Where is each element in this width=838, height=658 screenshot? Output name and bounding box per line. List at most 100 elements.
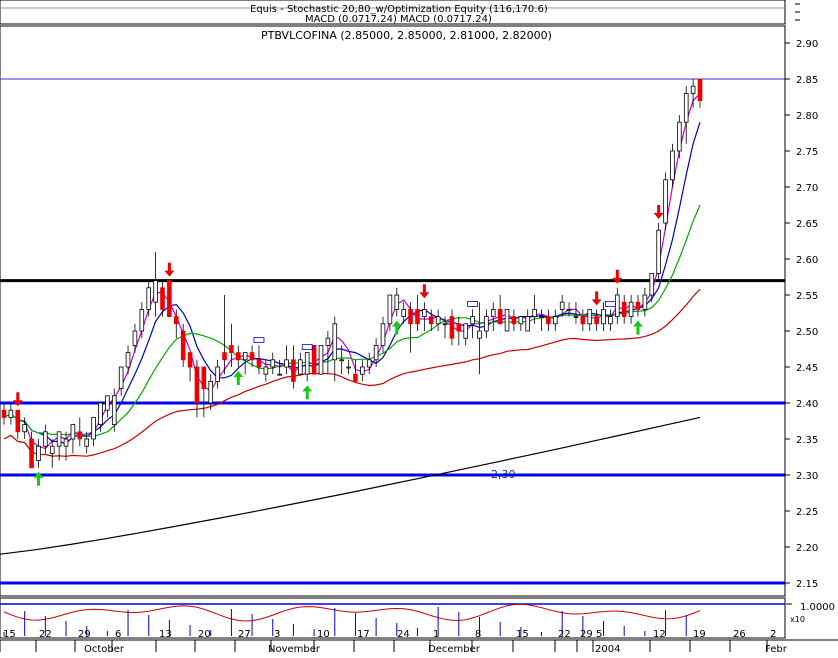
candle-down <box>621 301 627 318</box>
x-tick-label: 20 <box>198 629 211 640</box>
top-scale-area <box>786 0 838 24</box>
candle-up <box>394 294 400 310</box>
candle-down <box>456 323 462 332</box>
x-tick-label: 1 <box>433 629 439 640</box>
x-tick-label: 19 <box>693 629 706 640</box>
x-tick-label: 3 <box>274 629 280 640</box>
exit-marker-box <box>605 300 616 307</box>
x-tick-label: 5 <box>596 629 602 640</box>
x-tick-label: 8 <box>475 629 481 640</box>
buy-arrow-icon <box>391 320 402 335</box>
x-tick-label: 12 <box>653 629 666 640</box>
candle-up <box>601 308 606 325</box>
top-indicator-title-1: Equis - Stochastic 20,80_w/Optimization … <box>250 4 548 15</box>
candle-up <box>559 301 565 310</box>
candle-up <box>380 323 386 346</box>
candle-up <box>70 424 76 440</box>
x-tick-label: 26 <box>733 629 746 640</box>
top-indicator-title-2: MACD (0.0717.24) MACD (0.0717.24) <box>305 14 492 25</box>
candle-up <box>63 438 69 447</box>
top-indicator-panel <box>0 0 786 25</box>
x-month-label: December <box>428 644 481 654</box>
candle-down <box>173 316 179 325</box>
candle-up <box>690 85 696 94</box>
y-tick-label: 2.20 <box>796 543 818 554</box>
candle-up <box>56 431 62 447</box>
candle-up <box>387 294 393 325</box>
candle-up <box>463 323 468 339</box>
candle-down <box>546 316 551 325</box>
candle-up <box>298 359 303 375</box>
y-axis-ticks: 2.90 2.85 2.80 2.75 2.70 2.65 2.60 2.55 2.50 2.45… <box>785 39 818 590</box>
candle-up <box>111 395 117 425</box>
candle-down <box>511 316 517 325</box>
candle-up <box>132 330 138 346</box>
buy-arrow-icon <box>632 320 643 335</box>
y-tick-label: 2.25 <box>796 507 818 518</box>
exit-marker-box <box>301 344 313 351</box>
candle-down <box>449 316 455 339</box>
ma-trend-line <box>3 288 701 457</box>
candle-down <box>236 352 241 361</box>
sell-arrow-icon <box>612 269 623 284</box>
y-tick-label: 2.55 <box>796 291 818 302</box>
candle-down <box>222 352 227 361</box>
candle-down <box>697 78 703 102</box>
candle-up <box>215 366 220 382</box>
y-tick-label: 2.30 <box>796 471 818 482</box>
x-tick-label: 27 <box>238 629 251 640</box>
candle-up <box>263 366 269 375</box>
candle-up <box>284 359 289 368</box>
candle-up <box>566 308 572 311</box>
candle-down <box>201 366 207 390</box>
y-tick-label: 2.40 <box>796 399 818 410</box>
candle-up <box>105 395 110 411</box>
x-tick-label: 24 <box>397 629 410 640</box>
candles <box>1 78 703 469</box>
candle-up <box>477 330 482 339</box>
candle-down <box>256 359 262 368</box>
candle-up <box>649 272 655 296</box>
buy-arrow-icon <box>33 471 44 486</box>
signal-arrows <box>12 205 664 486</box>
candle-up <box>98 402 103 426</box>
level-annotation: 2,30 <box>491 468 516 481</box>
candle-up <box>270 359 276 368</box>
x-month-label: Febr <box>765 644 788 654</box>
chart-title: PTBVLCOFINA (2.85000, 2.85000, 2.81000, … <box>261 29 552 42</box>
x-tick-label: 15 <box>3 629 16 640</box>
x-tick-label: 29 <box>78 629 91 640</box>
candle-up <box>22 424 27 433</box>
ma-long-line <box>3 204 701 438</box>
candle-up <box>346 366 351 369</box>
candle-down <box>180 330 186 361</box>
candle-up <box>91 416 96 440</box>
candle-up <box>360 366 365 375</box>
candle-up <box>539 316 544 319</box>
y-tick-label: 2.90 <box>796 39 818 50</box>
x-tick-label: 2 <box>770 629 776 640</box>
candle-up <box>615 294 620 318</box>
sell-arrow-icon <box>591 291 602 306</box>
y-tick-label: 2.15 <box>796 579 818 590</box>
candle-up <box>504 308 510 332</box>
candle-up <box>401 308 406 317</box>
x-tick-label: 22 <box>558 629 571 640</box>
candle-down <box>167 280 172 318</box>
candle-down <box>249 352 255 361</box>
sell-arrow-icon <box>419 284 430 299</box>
candle-up <box>153 280 158 303</box>
candle-up <box>84 438 89 447</box>
long-term-ma-line <box>0 416 701 555</box>
y-tick-label: 2.70 <box>796 183 818 194</box>
candle-down <box>187 352 193 368</box>
y-tick-label: 2.80 <box>796 111 818 122</box>
buy-arrow-icon <box>302 385 313 400</box>
exit-marker-box <box>253 336 265 343</box>
candle-up <box>518 316 524 325</box>
candle-up <box>49 445 55 454</box>
candle-up <box>339 359 344 362</box>
buy-arrow-icon <box>233 371 244 385</box>
candle-down <box>428 316 434 325</box>
